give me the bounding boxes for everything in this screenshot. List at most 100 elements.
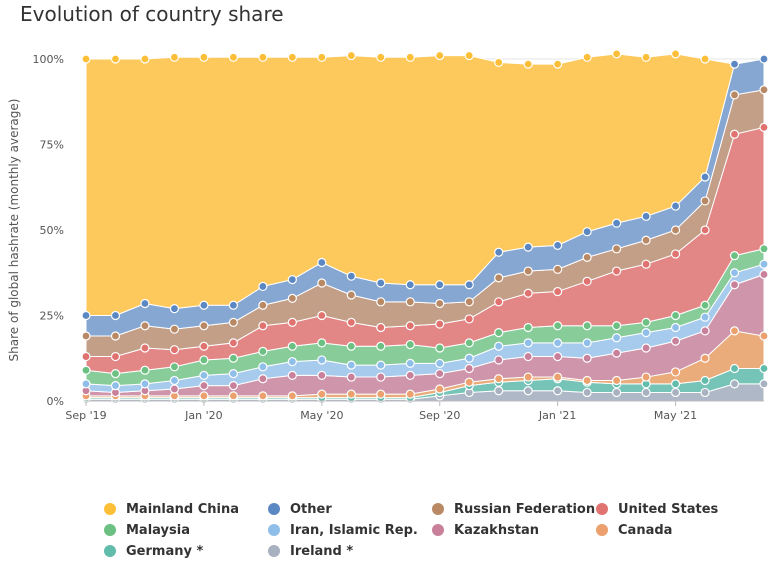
point-united-states[interactable]: [435, 319, 445, 329]
point-other[interactable]: [759, 54, 769, 64]
point-iran-islamic-rep[interactable]: [81, 379, 91, 389]
point-canada[interactable]: [346, 389, 356, 399]
point-ireland[interactable]: [759, 379, 769, 389]
point-kazakhstan[interactable]: [553, 351, 563, 362]
legend-item-canada[interactable]: Canada: [596, 521, 760, 539]
point-united-states[interactable]: [641, 259, 651, 269]
point-united-states[interactable]: [140, 343, 150, 353]
point-russian-federation[interactable]: [199, 321, 209, 331]
legend-item-malaysia[interactable]: Malaysia: [104, 521, 268, 539]
point-malaysia[interactable]: [258, 346, 268, 357]
point-canada[interactable]: [729, 326, 740, 336]
point-kazakhstan[interactable]: [523, 351, 533, 362]
point-kazakhstan[interactable]: [405, 370, 415, 380]
point-mainland-china[interactable]: [405, 52, 415, 62]
point-other[interactable]: [405, 280, 415, 290]
point-russian-federation[interactable]: [612, 244, 622, 254]
point-russian-federation[interactable]: [494, 273, 504, 283]
point-other[interactable]: [464, 280, 474, 290]
point-kazakhstan[interactable]: [199, 381, 209, 391]
point-other[interactable]: [435, 280, 445, 290]
point-other[interactable]: [641, 211, 651, 221]
point-russian-federation[interactable]: [700, 196, 710, 206]
point-other[interactable]: [612, 218, 622, 228]
point-malaysia[interactable]: [317, 338, 327, 348]
point-iran-islamic-rep[interactable]: [169, 375, 180, 386]
point-mainland-china[interactable]: [258, 52, 268, 62]
point-malaysia[interactable]: [523, 322, 533, 333]
point-canada[interactable]: [228, 391, 238, 401]
point-iran-islamic-rep[interactable]: [199, 370, 209, 380]
point-ireland[interactable]: [582, 387, 592, 398]
point-other[interactable]: [346, 271, 356, 281]
point-other[interactable]: [228, 300, 238, 310]
point-kazakhstan[interactable]: [641, 343, 651, 353]
point-united-states[interactable]: [258, 321, 268, 331]
point-united-states[interactable]: [670, 249, 681, 259]
point-canada[interactable]: [464, 377, 474, 387]
point-mainland-china[interactable]: [582, 52, 592, 62]
point-russian-federation[interactable]: [435, 298, 445, 309]
point-canada[interactable]: [258, 391, 268, 401]
point-ireland[interactable]: [494, 386, 504, 396]
point-mainland-china[interactable]: [700, 54, 710, 64]
point-iran-islamic-rep[interactable]: [435, 358, 445, 368]
point-united-states[interactable]: [376, 322, 386, 333]
point-malaysia[interactable]: [641, 317, 651, 327]
point-kazakhstan[interactable]: [258, 374, 268, 384]
point-other[interactable]: [494, 247, 504, 257]
point-united-states[interactable]: [582, 276, 592, 286]
point-other[interactable]: [81, 310, 91, 321]
point-mainland-china[interactable]: [169, 52, 180, 62]
point-malaysia[interactable]: [199, 355, 209, 365]
point-kazakhstan[interactable]: [612, 348, 622, 358]
point-malaysia[interactable]: [729, 251, 740, 261]
point-canada[interactable]: [287, 391, 297, 401]
point-russian-federation[interactable]: [405, 297, 415, 307]
point-canada[interactable]: [700, 353, 710, 363]
point-germany[interactable]: [700, 375, 710, 386]
legend-item-germany[interactable]: Germany *: [104, 542, 268, 560]
point-malaysia[interactable]: [376, 341, 386, 351]
point-other[interactable]: [582, 227, 592, 237]
point-mainland-china[interactable]: [612, 49, 622, 59]
point-united-states[interactable]: [169, 345, 180, 355]
point-iran-islamic-rep[interactable]: [228, 369, 238, 379]
point-other[interactable]: [700, 172, 710, 182]
point-kazakhstan[interactable]: [729, 280, 740, 290]
point-russian-federation[interactable]: [641, 235, 651, 245]
point-kazakhstan[interactable]: [670, 336, 681, 346]
point-malaysia[interactable]: [228, 353, 238, 363]
point-malaysia[interactable]: [405, 339, 415, 350]
point-mainland-china[interactable]: [435, 50, 445, 61]
point-russian-federation[interactable]: [376, 297, 386, 307]
point-canada[interactable]: [494, 374, 504, 384]
point-other[interactable]: [140, 298, 150, 309]
point-united-states[interactable]: [612, 266, 622, 276]
point-malaysia[interactable]: [169, 362, 180, 372]
point-ireland[interactable]: [729, 379, 740, 389]
point-russian-federation[interactable]: [81, 331, 91, 341]
point-iran-islamic-rep[interactable]: [494, 341, 504, 351]
point-russian-federation[interactable]: [287, 293, 297, 303]
point-malaysia[interactable]: [494, 328, 504, 338]
legend-item-mainland-china[interactable]: Mainland China: [104, 500, 268, 518]
point-russian-federation[interactable]: [169, 324, 180, 334]
point-iran-islamic-rep[interactable]: [641, 328, 651, 338]
point-ireland[interactable]: [523, 386, 533, 396]
point-mainland-china[interactable]: [140, 54, 150, 64]
point-iran-islamic-rep[interactable]: [582, 338, 592, 348]
point-malaysia[interactable]: [140, 365, 150, 375]
point-kazakhstan[interactable]: [376, 372, 386, 382]
point-canada[interactable]: [582, 375, 592, 386]
point-mainland-china[interactable]: [228, 52, 238, 62]
point-kazakhstan[interactable]: [700, 326, 710, 336]
point-canada[interactable]: [553, 372, 563, 382]
point-iran-islamic-rep[interactable]: [700, 312, 710, 322]
point-mainland-china[interactable]: [287, 52, 297, 62]
point-united-states[interactable]: [464, 314, 474, 324]
point-malaysia[interactable]: [700, 300, 710, 310]
point-iran-islamic-rep[interactable]: [140, 379, 150, 389]
point-malaysia[interactable]: [435, 343, 445, 353]
point-united-states[interactable]: [346, 317, 356, 327]
